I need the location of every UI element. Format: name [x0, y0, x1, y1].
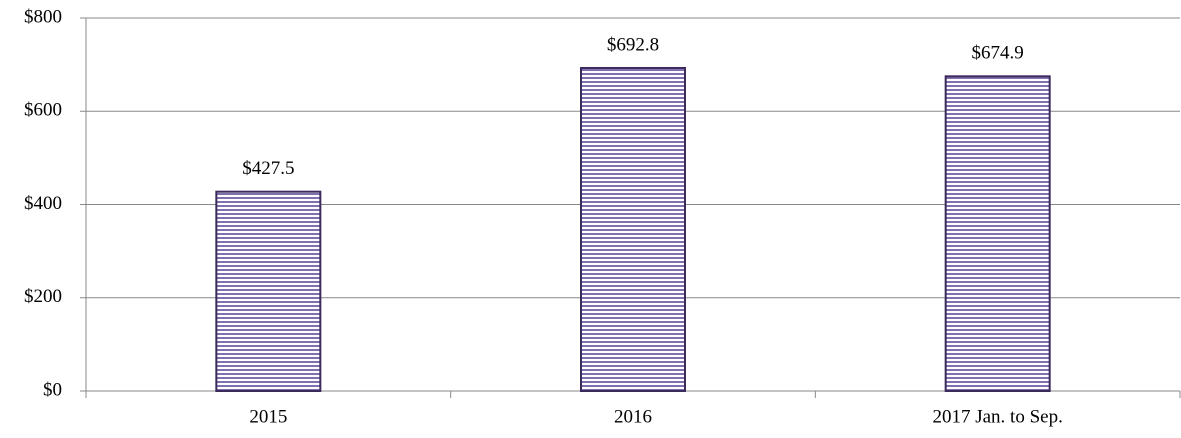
- value-label: $692.8: [607, 34, 659, 55]
- y-tick-label: $400: [24, 193, 62, 214]
- bar: [580, 66, 686, 393]
- y-tick-label: $200: [24, 286, 62, 307]
- value-label: $427.5: [242, 158, 294, 179]
- x-tick-label: 2016: [614, 406, 652, 427]
- bar: [215, 190, 322, 392]
- y-tick-label: $800: [24, 6, 62, 27]
- x-tick-label: 2015: [249, 406, 287, 427]
- bar: [944, 75, 1051, 392]
- y-tick-label: $600: [24, 100, 62, 121]
- value-label: $674.9: [972, 43, 1024, 64]
- y-tick-label: $0: [43, 379, 62, 400]
- x-tick-label: 2017 Jan. to Sep.: [932, 406, 1062, 427]
